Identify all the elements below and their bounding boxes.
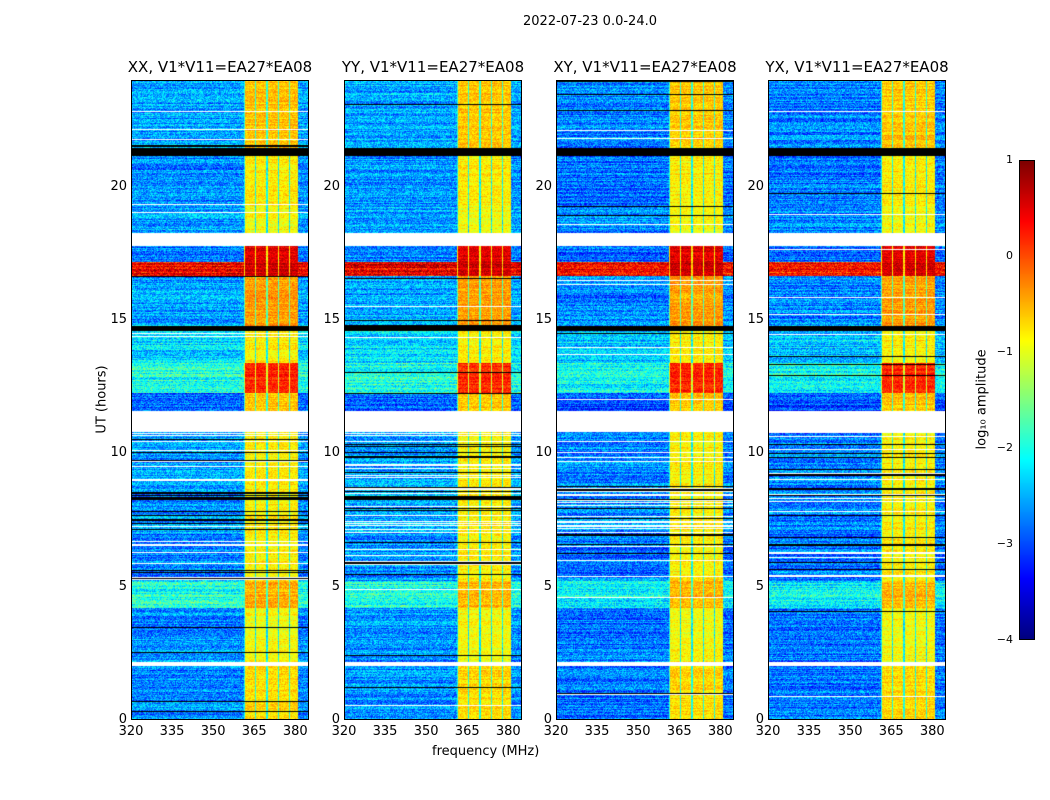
colorbar-tick-label: −4 xyxy=(996,633,1013,646)
y-tick-label: 10 xyxy=(535,445,552,461)
x-tick-label: 380 xyxy=(495,724,521,739)
x-tick-label: 320 xyxy=(331,724,357,739)
colorbar-label: log₁₀ amplitude xyxy=(974,349,990,450)
heatmap-panel xyxy=(556,80,734,720)
heatmap-image xyxy=(557,81,733,719)
x-axis-label: frequency (MHz) xyxy=(432,744,540,759)
y-tick-label: 20 xyxy=(323,178,340,194)
colorbar-tick-label: −1 xyxy=(996,345,1013,358)
colorbar-tick-label: 1 xyxy=(1006,153,1013,166)
heatmap-image xyxy=(132,81,308,719)
heatmap-panel xyxy=(131,80,309,720)
colorbar-tick-label: −2 xyxy=(996,441,1013,454)
y-tick-label: 0 xyxy=(543,712,552,727)
y-tick-label: 5 xyxy=(331,578,340,594)
y-tick-label: 20 xyxy=(110,178,127,194)
panel-title: YX, V1*V11=EA27*EA08 xyxy=(765,58,949,76)
x-tick-label: 335 xyxy=(584,724,610,739)
y-tick-label: 15 xyxy=(110,312,127,327)
y-tick-label: 10 xyxy=(747,445,764,461)
x-tick-label: 365 xyxy=(241,724,267,739)
y-tick-label: 0 xyxy=(755,712,764,727)
y-tick-label: 15 xyxy=(535,312,552,327)
colorbar-tick-label: −3 xyxy=(996,537,1013,550)
x-tick-label: 320 xyxy=(543,724,569,739)
y-tick-label: 0 xyxy=(118,712,127,727)
colorbar-tick-label: 0 xyxy=(1006,249,1013,262)
x-tick-label: 365 xyxy=(878,724,904,739)
y-tick-label: 20 xyxy=(747,178,764,194)
colorbar xyxy=(1019,160,1035,640)
x-tick-label: 335 xyxy=(372,724,398,739)
y-tick-label: 5 xyxy=(118,578,127,594)
heatmap-image xyxy=(345,81,521,719)
y-tick-label: 10 xyxy=(323,445,340,461)
y-axis-label: UT (hours) xyxy=(94,365,110,434)
x-tick-label: 365 xyxy=(454,724,480,739)
x-tick-label: 320 xyxy=(755,724,781,739)
figure-title: 2022-07-23 0.0-24.0 xyxy=(523,14,657,29)
x-tick-label: 365 xyxy=(666,724,692,739)
heatmap-image xyxy=(769,81,945,719)
x-tick-label: 380 xyxy=(707,724,733,739)
y-tick-label: 5 xyxy=(543,578,552,594)
x-tick-label: 350 xyxy=(413,724,439,739)
x-tick-label: 335 xyxy=(159,724,185,739)
y-tick-label: 15 xyxy=(747,312,764,327)
panel-title: YY, V1*V11=EA27*EA08 xyxy=(341,58,525,76)
x-tick-label: 320 xyxy=(118,724,144,739)
y-tick-label: 15 xyxy=(323,312,340,327)
heatmap-panel xyxy=(344,80,522,720)
x-tick-label: 335 xyxy=(796,724,822,739)
y-tick-label: 20 xyxy=(535,178,552,194)
x-tick-label: 380 xyxy=(919,724,945,739)
y-tick-label: 10 xyxy=(110,445,127,461)
panel-title: XY, V1*V11=EA27*EA08 xyxy=(553,58,737,76)
x-tick-label: 380 xyxy=(282,724,308,739)
x-tick-label: 350 xyxy=(625,724,651,739)
heatmap-panel xyxy=(768,80,946,720)
panel-title: XX, V1*V11=EA27*EA08 xyxy=(127,58,313,76)
x-tick-label: 350 xyxy=(837,724,863,739)
y-tick-label: 0 xyxy=(331,712,340,727)
x-tick-label: 350 xyxy=(200,724,226,739)
y-tick-label: 5 xyxy=(755,578,764,594)
